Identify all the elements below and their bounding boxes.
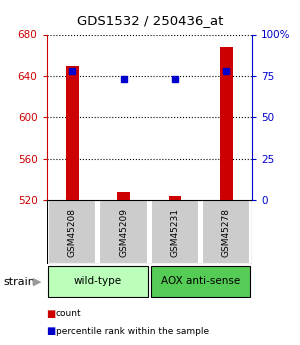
Bar [169, 196, 182, 200]
Text: ▶: ▶ [33, 277, 42, 287]
Text: GSM45231: GSM45231 [170, 207, 179, 257]
Bar [117, 192, 130, 200]
Text: wild-type: wild-type [74, 276, 122, 286]
Text: percentile rank within the sample: percentile rank within the sample [56, 327, 208, 336]
Bar [99, 200, 148, 264]
Text: strain: strain [3, 277, 35, 287]
Bar [66, 66, 79, 200]
Text: GSM45208: GSM45208 [68, 207, 77, 257]
Text: GDS1532 / 250436_at: GDS1532 / 250436_at [77, 14, 223, 27]
Bar [151, 266, 250, 297]
Text: ■: ■ [46, 309, 56, 319]
Text: GSM45278: GSM45278 [222, 207, 231, 257]
Text: AOX anti-sense: AOX anti-sense [161, 276, 240, 286]
Text: count: count [56, 309, 81, 318]
Bar [48, 200, 96, 264]
Bar [202, 200, 250, 264]
Bar [151, 200, 199, 264]
Text: ■: ■ [46, 326, 56, 336]
Text: GSM45209: GSM45209 [119, 207, 128, 257]
Bar [48, 266, 148, 297]
Bar [220, 47, 233, 200]
